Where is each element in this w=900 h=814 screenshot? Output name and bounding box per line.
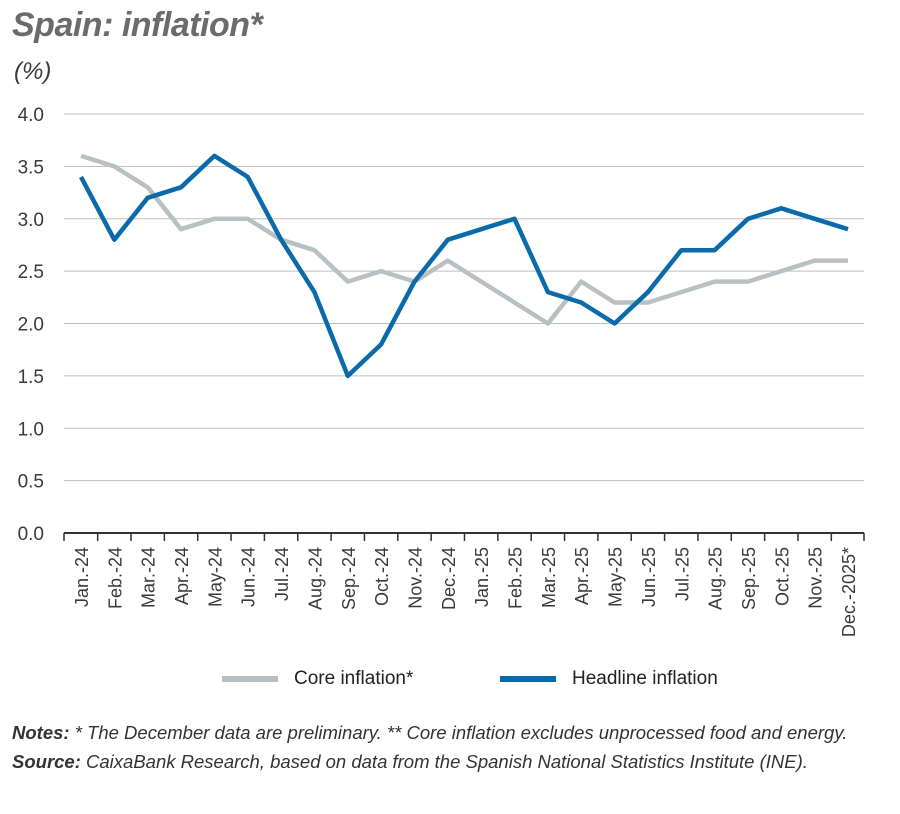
- x-axis: [63, 532, 865, 541]
- y-tick-label: 1.5: [18, 367, 44, 388]
- legend-label-headline: Headline inflation: [572, 668, 718, 689]
- y-tick-label: 4.0: [18, 105, 44, 126]
- chart-title: Spain: inflation*: [12, 6, 263, 44]
- y-tick-label: 3.5: [18, 157, 44, 178]
- x-tick-label: Sep.-24: [339, 547, 359, 610]
- source-text: CaixaBank Research, based on data from t…: [80, 751, 808, 772]
- y-tick-label: 2.0: [18, 315, 44, 336]
- x-tick-label: Jul.-25: [672, 547, 692, 601]
- series-line-headline: [79, 153, 849, 379]
- x-tick-label: Dec.-24: [439, 547, 459, 610]
- x-tick-label: Oct.-24: [372, 547, 392, 606]
- x-tick-label: Mar.-25: [539, 547, 559, 608]
- source-line: Source: CaixaBank Research, based on dat…: [12, 747, 847, 776]
- x-tick-label: May-24: [205, 547, 225, 607]
- x-tick-label: Aug.-25: [706, 547, 726, 610]
- x-tick-label: Dec.-2025*: [839, 547, 859, 637]
- chart-notes: Notes: * The December data are prelimina…: [12, 718, 847, 776]
- y-tick-label: 3.0: [18, 210, 44, 231]
- notes-label: Notes:: [12, 722, 70, 743]
- legend-swatch-headline: [500, 676, 556, 682]
- x-tick-label: May-25: [606, 547, 626, 607]
- x-tick-label: Jun.-25: [639, 547, 659, 607]
- x-tick-label: Oct.-25: [772, 547, 792, 606]
- legend-item-core: Core inflation*: [222, 668, 413, 690]
- x-tick-label: Jan.-25: [472, 547, 492, 607]
- x-axis-ticks: Jan.-24 Feb.-24 Mar.-24 Apr.-24 May-24 Jun.-2…: [72, 547, 859, 637]
- series-lines: [79, 153, 849, 379]
- x-tick-label: Jul.-24: [272, 547, 292, 601]
- legend-item-headline: Headline inflation: [500, 668, 718, 690]
- legend: Core inflation* Headline inflation: [0, 668, 900, 694]
- legend-swatch-core: [222, 676, 278, 682]
- gridlines: [64, 113, 864, 482]
- x-tick-label: Nov.-25: [806, 547, 826, 609]
- y-axis-unit: (%): [14, 58, 52, 85]
- legend-label-core: Core inflation*: [294, 668, 414, 689]
- x-tick-label: Feb.-25: [506, 547, 526, 609]
- x-tick-label: Jan.-24: [72, 547, 92, 607]
- notes-line: Notes: * The December data are prelimina…: [12, 718, 847, 747]
- y-axis-ticks: 0.0 0.5 1.0 1.5 2.0 2.5 3.0 3.5 4.0: [18, 105, 44, 545]
- x-tick-label: Apr.-25: [572, 547, 592, 605]
- source-label: Source:: [12, 751, 81, 772]
- y-tick-label: 0.5: [18, 472, 44, 493]
- series-line-core: [80, 153, 848, 326]
- x-tick-label: Nov.-24: [405, 547, 425, 609]
- x-tick-label: Jun.-24: [239, 547, 259, 607]
- y-tick-label: 0.0: [18, 524, 44, 545]
- x-tick-label: Sep.-25: [739, 547, 759, 610]
- notes-text: * The December data are preliminary. ** …: [69, 722, 848, 743]
- y-tick-label: 1.0: [18, 419, 44, 440]
- y-tick-label: 2.5: [18, 262, 44, 283]
- x-tick-label: Aug.-24: [305, 547, 325, 610]
- x-tick-label: Feb.-24: [105, 547, 125, 609]
- x-tick-label: Apr.-24: [172, 547, 192, 605]
- x-tick-label: Mar.-24: [139, 547, 159, 608]
